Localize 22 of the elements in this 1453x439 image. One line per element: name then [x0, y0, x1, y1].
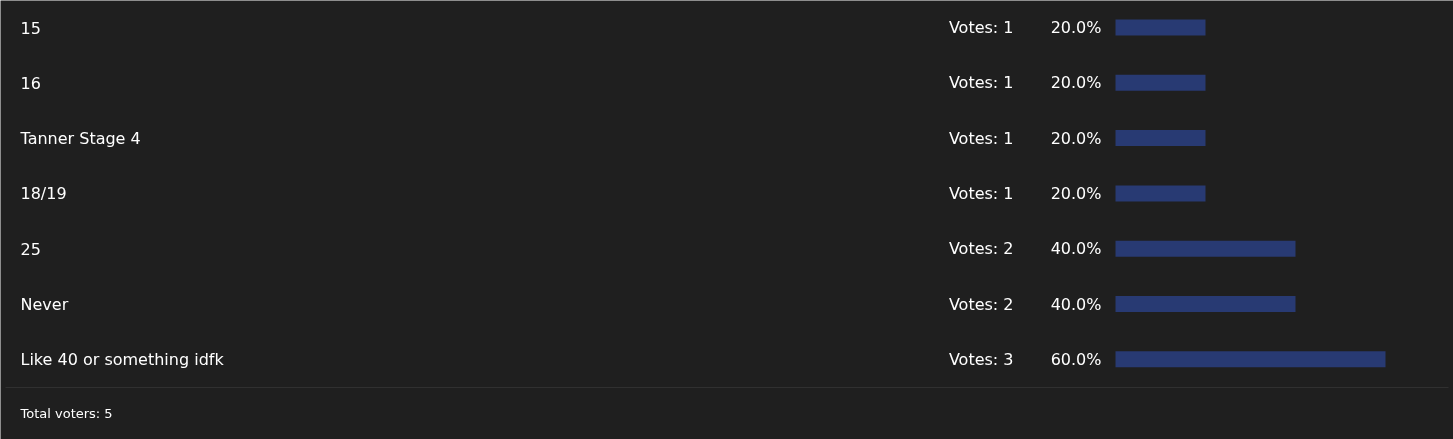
y-tick-label: Never	[20, 294, 69, 314]
y-tick-label: 15	[20, 18, 41, 38]
y-tick-label: 16	[20, 73, 41, 93]
y-tick-label: 18/19	[20, 183, 67, 203]
text: Votes: 2	[948, 239, 1014, 259]
text: Votes: 3	[948, 349, 1014, 369]
data-label: 40.0%	[1050, 294, 1102, 314]
text: Votes: 2	[948, 294, 1014, 314]
data-label: 20.0%	[1050, 128, 1102, 148]
data-label: 20.0%	[1050, 73, 1102, 93]
text: Votes: 1	[948, 183, 1014, 203]
data-label: 20.0%	[1050, 18, 1102, 37]
data-label: 40.0%	[1050, 239, 1102, 259]
text: Votes: 1	[948, 73, 1014, 93]
y-tick-label: Like 40 or something idfk	[20, 349, 225, 369]
text: Total voters: 5	[19, 406, 113, 421]
y-tick-label: 25	[20, 239, 41, 259]
text: Votes: 1	[948, 18, 1014, 37]
data-label: 60.0%	[1050, 349, 1102, 369]
data-label: 20.0%	[1050, 183, 1102, 203]
y-tick-label: Tanner Stage 4	[19, 128, 141, 148]
text: Votes: 1	[948, 128, 1014, 148]
